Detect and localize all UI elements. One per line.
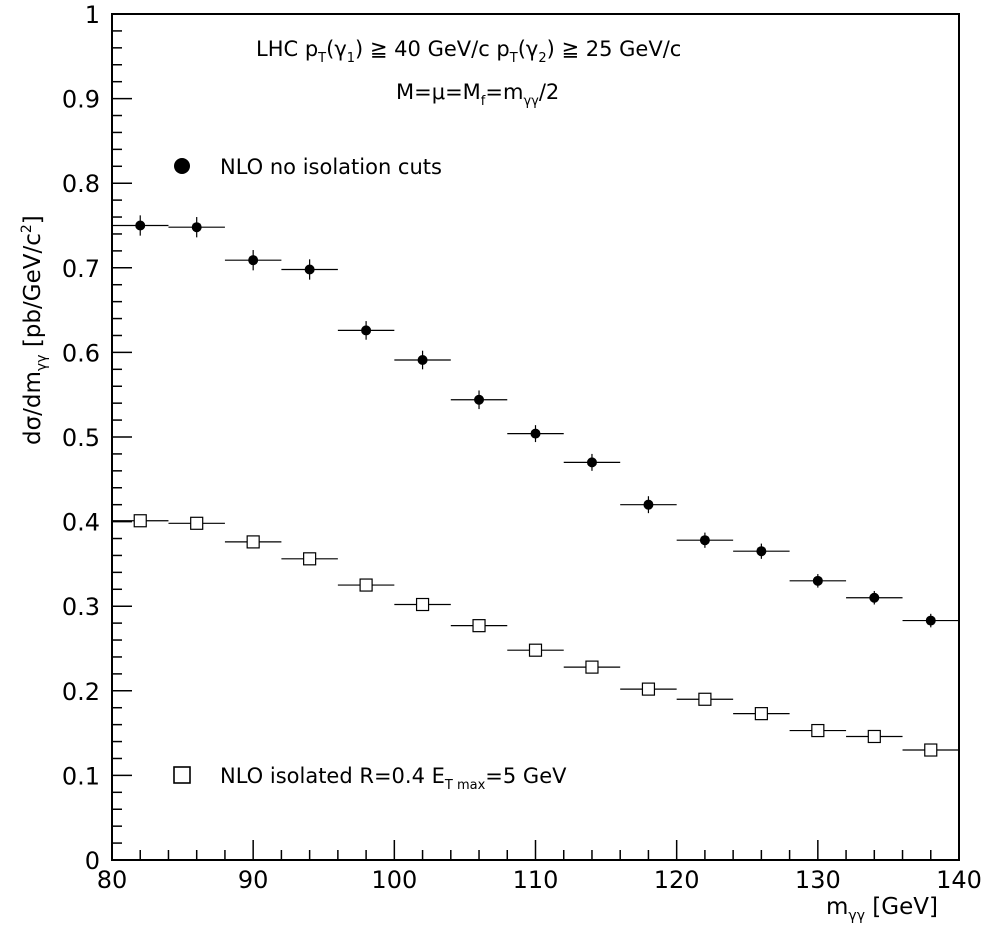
data-point-isolated xyxy=(811,723,825,738)
x-tick-label: 140 xyxy=(936,866,982,894)
data-point-isolated xyxy=(641,682,656,696)
data-point-isolated xyxy=(472,619,486,633)
data-point-no-isolation xyxy=(304,264,315,275)
data-point-isolated xyxy=(585,660,599,674)
data-point-isolated xyxy=(133,514,147,528)
data-point-no-isolation xyxy=(530,428,541,439)
annotation-scales: M=μ=Mf=mγγ/2 xyxy=(396,80,559,109)
y-tick-label: 0.2 xyxy=(62,678,100,706)
y-tick-label: 0.3 xyxy=(62,593,100,621)
data-point-isolated xyxy=(528,643,543,657)
data-point-no-isolation xyxy=(417,355,428,366)
y-tick-label: 0.8 xyxy=(62,170,100,198)
data-point-no-isolation xyxy=(135,220,146,231)
y-tick-label: 0.5 xyxy=(62,424,100,452)
annotation-cuts: LHC pT(γ1) ≧ 40 GeV/c pT(γ2) ≧ 25 GeV/c xyxy=(256,37,681,66)
series-layer xyxy=(112,215,959,757)
y-tick-label: 0.9 xyxy=(62,86,100,114)
plot-frame xyxy=(111,13,960,861)
legend-marker-no-isolation xyxy=(174,158,190,174)
x-tick-label: 120 xyxy=(654,866,700,894)
data-point-no-isolation xyxy=(812,575,823,586)
y-axis-label: dσ/dmγγ [pb/GeV/c2] xyxy=(19,215,50,445)
ticks-layer: 80 90 100 110 120 130 140 0 0.1 0.2 0.3 0.4 0.5 0.6 0.… xyxy=(62,1,982,894)
data-point-no-isolation xyxy=(699,535,710,546)
data-point-no-isolation xyxy=(586,457,597,468)
x-tick-label: 110 xyxy=(513,866,559,894)
data-point-isolated xyxy=(754,707,768,721)
data-point-no-isolation xyxy=(643,499,654,510)
data-point-isolated xyxy=(190,516,204,530)
x-tick-label: 80 xyxy=(97,866,128,894)
data-point-isolated xyxy=(246,535,260,549)
y-tick-label: 0.6 xyxy=(62,339,100,367)
data-point-no-isolation xyxy=(361,325,372,336)
legend-marker-isolated xyxy=(173,766,191,784)
legend-label-no-isolation: NLO no isolation cuts xyxy=(220,155,442,179)
data-point-isolated xyxy=(359,578,373,592)
data-point-isolated xyxy=(867,729,881,744)
legend-label-isolated: NLO isolated R=0.4 ET max=5 GeV xyxy=(220,764,567,793)
data-point-no-isolation xyxy=(474,394,485,405)
data-point-no-isolation xyxy=(248,255,259,266)
data-point-isolated xyxy=(698,692,712,706)
data-point-no-isolation xyxy=(756,546,767,557)
y-tick-label: 0.7 xyxy=(62,255,100,283)
data-point-no-isolation xyxy=(191,222,202,233)
data-point-no-isolation xyxy=(869,592,880,603)
data-point-isolated xyxy=(415,597,430,612)
x-axis-label: mγγ [GeV] xyxy=(826,894,938,924)
y-tick-label: 1 xyxy=(85,1,100,29)
data-point-no-isolation xyxy=(925,615,936,626)
x-tick-label: 90 xyxy=(238,866,269,894)
data-point-isolated xyxy=(924,743,938,757)
x-tick-label: 100 xyxy=(371,866,417,894)
data-point-isolated xyxy=(303,552,317,566)
y-tick-label: 0 xyxy=(85,847,100,875)
x-tick-label: 130 xyxy=(795,866,841,894)
y-tick-label: 0.1 xyxy=(62,762,100,790)
y-tick-label: 0.4 xyxy=(62,509,100,537)
